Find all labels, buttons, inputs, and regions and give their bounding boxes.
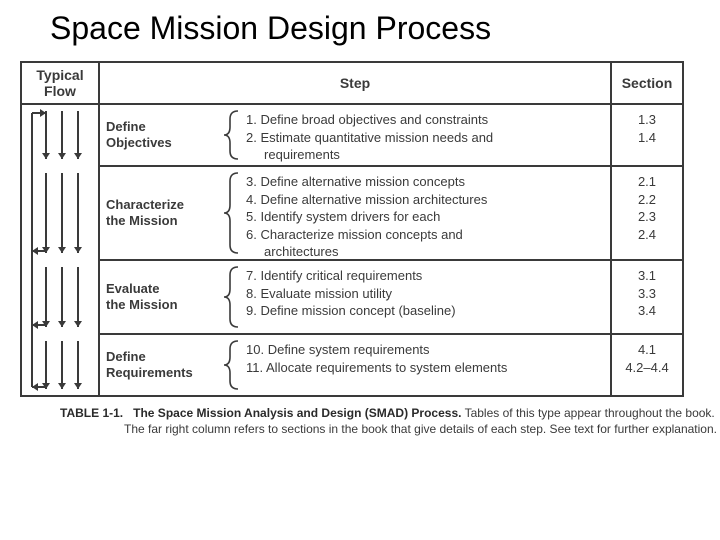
step-item: 6. Characterize mission concepts and arc… (246, 226, 606, 261)
brace-icon (222, 335, 242, 395)
step-text: Define alternative mission concepts (260, 174, 465, 189)
step-text: Identify system drivers for each (260, 209, 440, 224)
section-ref: 1.4 (612, 129, 682, 147)
brace-icon (222, 167, 242, 259)
step-item: 1. Define broad objectives and constrain… (246, 111, 606, 129)
section-ref: 2.1 (612, 173, 682, 191)
section-refs: 3.13.33.4 (612, 261, 682, 333)
flow-column: Typical Flow (22, 63, 100, 395)
table-caption: TABLE 1-1. The Space Mission Analysis an… (60, 405, 720, 437)
section-ref: 3.1 (612, 267, 682, 285)
step-number: 9. (246, 303, 257, 318)
table-row: Evaluate the Mission 7. Identify critical… (100, 261, 682, 335)
section-ref: 4.2–4.4 (612, 359, 682, 377)
table-row: Define Requirements 10. Define system req… (100, 335, 682, 395)
step-number: 6. (246, 227, 257, 242)
stage-label: Characterize the Mission (100, 167, 222, 259)
step-number: 7. (246, 268, 257, 283)
step-text: Define system requirements (268, 342, 430, 357)
header-section: Section (612, 63, 682, 103)
stage-label: Evaluate the Mission (100, 261, 222, 333)
section-ref: 3.4 (612, 302, 682, 320)
table-row: Characterize the Mission3. Define altern… (100, 167, 682, 261)
header-row: Step Section (100, 63, 682, 105)
step-number: 8. (246, 286, 257, 301)
step-item: 11. Allocate requirements to system elem… (246, 359, 606, 377)
brace-icon (222, 105, 242, 165)
step-text: Identify critical requirements (260, 268, 422, 283)
step-text: Estimate quantitative mission needs and … (246, 130, 493, 163)
caption-label: TABLE 1-1. (60, 406, 123, 420)
step-item: 8. Evaluate mission utility (246, 285, 606, 303)
stage-label: Define Objectives (100, 105, 222, 165)
process-table: Typical Flow Step Section Define Objecti… (20, 61, 684, 397)
section-ref: 1.3 (612, 111, 682, 129)
step-text: Define mission concept (baseline) (260, 303, 455, 318)
step-text: Characterize mission concepts and archit… (246, 227, 463, 260)
brace-icon (222, 261, 242, 333)
section-refs: 4.14.2–4.4 (612, 335, 682, 395)
step-list: 3. Define alternative mission concepts4.… (242, 167, 612, 259)
section-ref: 3.3 (612, 285, 682, 303)
step-item: 3. Define alternative mission concepts (246, 173, 606, 191)
caption-bold: The Space Mission Analysis and Design (S… (133, 406, 461, 420)
step-text: Allocate requirements to system elements (266, 360, 507, 375)
section-ref: 4.1 (612, 341, 682, 359)
step-text: Define alternative mission architectures (260, 192, 487, 207)
step-number: 10. (246, 342, 264, 357)
table-row: Define Objectives 1. Define broad objecti… (100, 105, 682, 167)
step-number: 4. (246, 192, 257, 207)
step-item: 7. Identify critical requirements (246, 267, 606, 285)
header-flow: Typical Flow (22, 63, 98, 105)
step-text: Define broad objectives and constraints (260, 112, 488, 127)
section-refs: 2.12.22.32.4 (612, 167, 682, 259)
flow-diagram (22, 105, 98, 395)
step-number: 5. (246, 209, 257, 224)
step-list: 10. Define system requirements11. Alloca… (242, 335, 612, 395)
step-list: 7. Identify critical requirements8. Eval… (242, 261, 612, 333)
stage-label: Define Requirements (100, 335, 222, 395)
step-item: 4. Define alternative mission architectu… (246, 191, 606, 209)
step-number: 3. (246, 174, 257, 189)
content-column: Step Section Define Objectives 1. Define … (100, 63, 682, 395)
step-item: 5. Identify system drivers for each (246, 208, 606, 226)
step-item: 2. Estimate quantitative mission needs a… (246, 129, 606, 164)
section-ref: 2.4 (612, 226, 682, 244)
step-text: Evaluate mission utility (260, 286, 392, 301)
step-list: 1. Define broad objectives and constrain… (242, 105, 612, 165)
section-ref: 2.2 (612, 191, 682, 209)
step-number: 2. (246, 130, 257, 145)
step-item: 9. Define mission concept (baseline) (246, 302, 606, 320)
header-step: Step (100, 63, 612, 103)
section-ref: 2.3 (612, 208, 682, 226)
step-number: 1. (246, 112, 257, 127)
step-item: 10. Define system requirements (246, 341, 606, 359)
page-title: Space Mission Design Process (50, 10, 700, 47)
section-refs: 1.31.4 (612, 105, 682, 165)
step-number: 11. (246, 360, 263, 375)
